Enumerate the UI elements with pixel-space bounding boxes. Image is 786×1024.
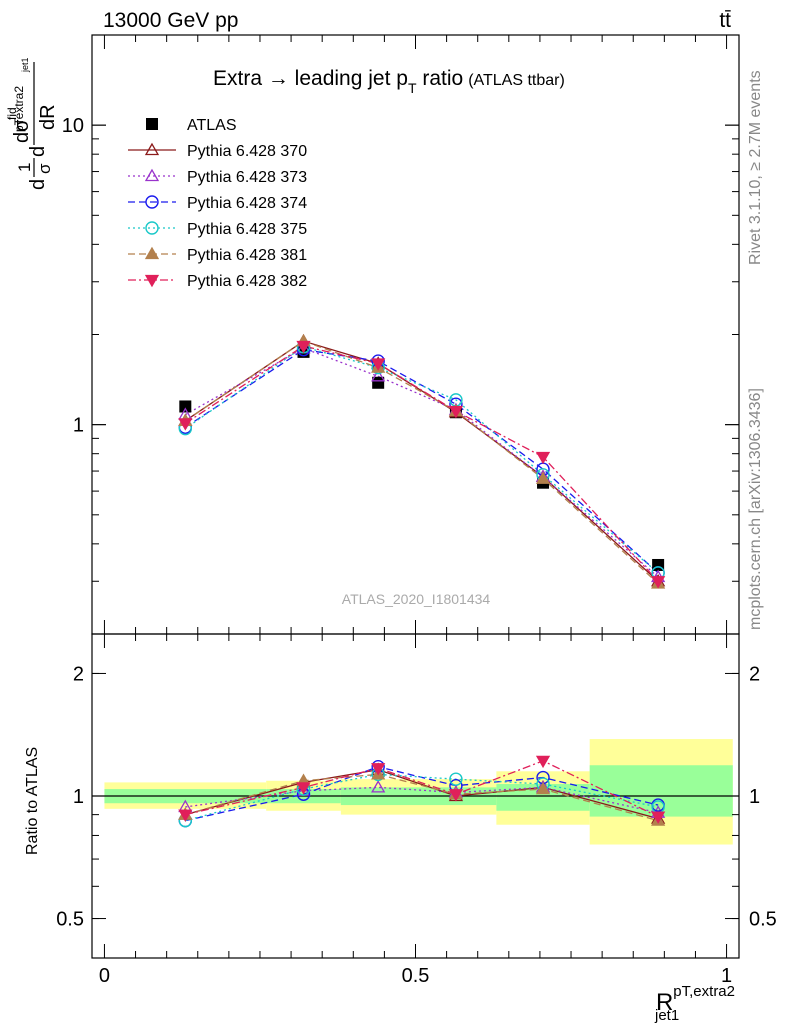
ratio-bands xyxy=(92,739,739,845)
legend-marker-5 xyxy=(144,246,160,260)
legend-label-2: Pythia 6.428 373 xyxy=(187,169,307,186)
legend-marker-6 xyxy=(144,274,160,288)
main-series-5-line xyxy=(184,340,659,584)
main-series-0-point xyxy=(179,400,192,413)
series-markers xyxy=(178,333,666,828)
ratio-series-3-point xyxy=(449,772,463,786)
main-series-6-line xyxy=(184,345,659,582)
legend-label-0: ATLAS xyxy=(187,117,237,134)
main-series-5-point xyxy=(535,471,551,484)
main-series-6-point xyxy=(296,340,311,354)
series-lines xyxy=(184,340,659,822)
ratio-series-2-line xyxy=(185,766,659,822)
main-series-4-line xyxy=(184,346,659,574)
legend-marker-2 xyxy=(144,168,160,182)
ratio-series-3-line xyxy=(185,773,659,822)
ylabel-prefix-den: σ xyxy=(35,163,54,174)
legend-marker-1 xyxy=(144,142,160,156)
ylabel-main: dσ xyxy=(11,119,33,143)
ylabel-prefix-num: 1 xyxy=(15,163,34,172)
ratio-series-5-point xyxy=(535,755,551,769)
ratio-series-5-point xyxy=(296,782,311,795)
main-series-6-point xyxy=(651,576,666,589)
ylabel-d2: d xyxy=(27,146,49,157)
ratio-ytick-label-right: 1 xyxy=(749,786,760,808)
ratio-series-5-line xyxy=(185,760,659,818)
rivet-version-label: Rivet 3.1.10, ≥ 2.7M events xyxy=(747,70,764,265)
legend: ATLAS Pythia 6.428 370 Pythia 6.428 373 Pyt… xyxy=(128,117,307,290)
ratio-ytick-label-right: 2 xyxy=(749,663,760,685)
plot-title: Extra → leading jet pT ratio (ATLAS ttbar… xyxy=(213,67,565,96)
band-green-5 xyxy=(589,765,733,817)
source-label: mcplots.cern.ch [arXiv:1306.3436] xyxy=(747,388,764,630)
legend-marker-4 xyxy=(145,221,159,235)
ylabel-sub: pTextra2 xyxy=(12,86,26,132)
ratio-ytick-label: 0.5 xyxy=(56,909,84,931)
ratio-ytick-label: 2 xyxy=(73,663,84,685)
main-series-0-point xyxy=(372,376,385,389)
legend-label-1: Pythia 6.428 370 xyxy=(187,143,307,160)
ratio-series-5-point xyxy=(448,789,464,802)
main-ytick-label: 1 xyxy=(73,415,84,437)
legend-marker-3 xyxy=(145,195,159,209)
main-series-6-point xyxy=(178,418,193,431)
legend-label-6: Pythia 6.428 382 xyxy=(187,273,307,290)
ratio-series-5-point xyxy=(651,811,666,824)
main-ytick-label: 10 xyxy=(62,115,84,137)
main-series-6-point xyxy=(448,405,464,419)
analysis-tag: ATLAS_2020_I1801434 xyxy=(342,591,491,607)
legend-label-4: Pythia 6.428 375 xyxy=(187,221,307,238)
main-series-3-line xyxy=(184,348,659,574)
ratio-ylabel: Ratio to ATLAS xyxy=(24,747,41,855)
main-series-6-point xyxy=(371,358,386,371)
xtick-label: 0 xyxy=(99,965,110,987)
ratio-series-5-point xyxy=(371,763,386,776)
ratio-ytick-label: 1 xyxy=(73,786,84,808)
xtick-label: 1 xyxy=(721,965,732,987)
legend-marker-0 xyxy=(146,118,158,130)
ratio-series-1-point xyxy=(371,780,386,793)
xtick-label: 0.5 xyxy=(402,965,430,987)
main-ylabel: d 1 σ d dσ fid pTextra2 dR jet1 xyxy=(5,57,59,190)
axes: 1 10 0.5 0.5 1 1 2 2 0 0.5 1 xyxy=(56,34,777,987)
legend-label-5: Pythia 6.428 381 xyxy=(187,247,307,264)
ylabel-den: dR xyxy=(37,104,59,130)
ratio-ytick-label-right: 0.5 xyxy=(749,909,777,931)
main-series-2-point xyxy=(371,369,386,382)
ylabel-d1: d xyxy=(27,179,49,190)
ratio-series-3-point xyxy=(651,800,665,814)
xlabel: RpT,extra2 jet1 xyxy=(654,983,735,1024)
ratio-series-0-line xyxy=(185,769,659,820)
ratio-series-4-line xyxy=(185,773,659,822)
ylabel-sub2: jet1 xyxy=(20,57,30,73)
process-label: tt̄ xyxy=(719,9,731,32)
ylabel-sup: fid xyxy=(5,107,19,120)
legend-label-3: Pythia 6.428 374 xyxy=(187,195,307,212)
ratio-series-5-point xyxy=(178,809,193,822)
collision-label: 13000 GeV pp xyxy=(103,9,238,32)
ratio-series-4-point xyxy=(535,781,551,795)
main-series-6-point xyxy=(535,451,551,465)
main-series-2-line xyxy=(184,347,659,578)
